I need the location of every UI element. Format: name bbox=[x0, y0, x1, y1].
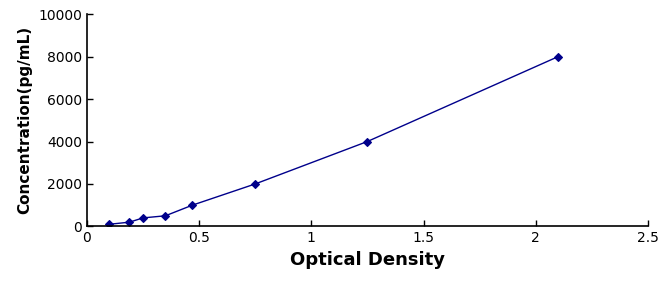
Y-axis label: Concentration(pg/mL): Concentration(pg/mL) bbox=[17, 26, 33, 214]
X-axis label: Optical Density: Optical Density bbox=[290, 251, 445, 269]
